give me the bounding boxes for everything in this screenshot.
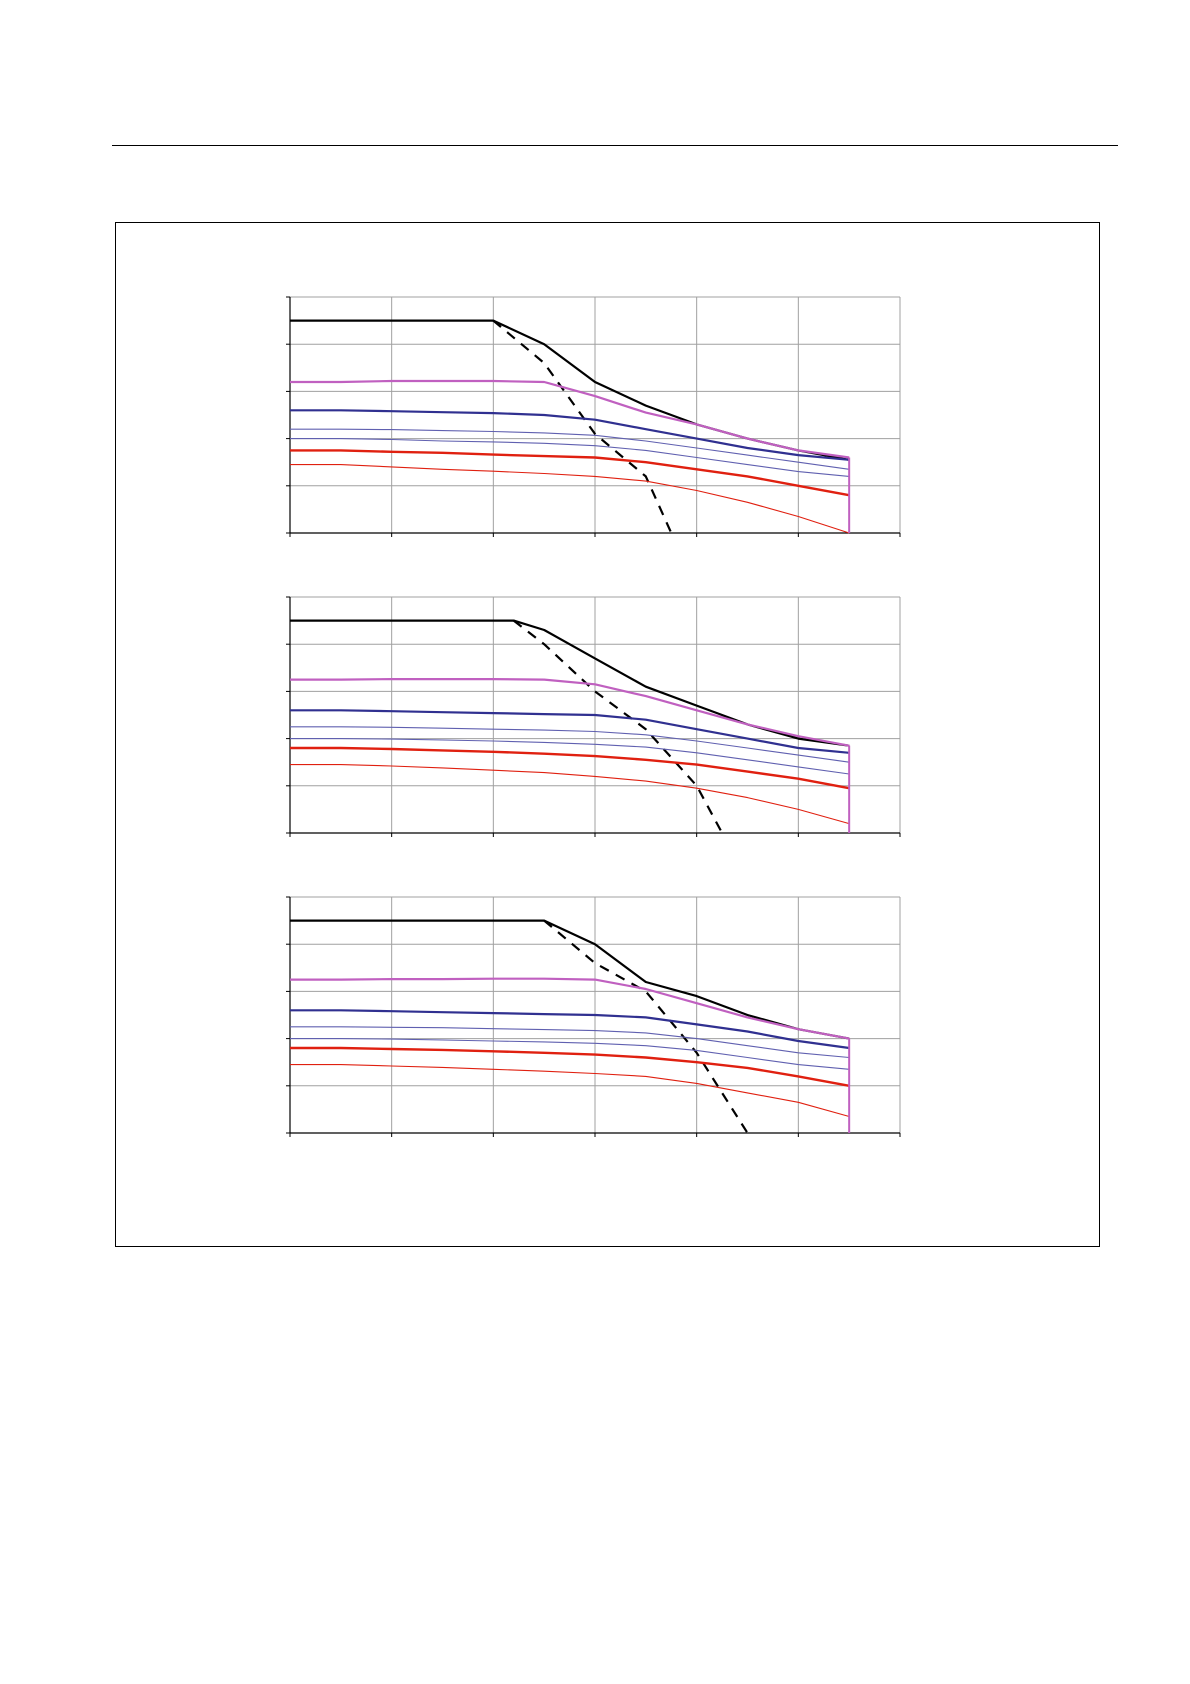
series-line-red-thin bbox=[290, 1064, 850, 1118]
series-line-black-dashed bbox=[543, 919, 749, 1134]
series-line-blue-thick bbox=[290, 1009, 850, 1050]
series-line-black-dashed bbox=[492, 319, 673, 534]
series-line-blue-thin bbox=[290, 428, 850, 470]
series-line-blue-thick bbox=[290, 409, 850, 461]
series-line-black-solid bbox=[290, 919, 850, 1040]
figure-frame bbox=[115, 222, 1100, 1247]
series-line-magenta bbox=[290, 677, 850, 747]
chart-3 bbox=[286, 896, 901, 1137]
series-line-black-dashed bbox=[513, 619, 724, 834]
series-line-magenta bbox=[290, 977, 850, 1040]
series-line-red-thick bbox=[290, 449, 850, 497]
series-line-magenta bbox=[290, 379, 850, 459]
series-line-red-thin bbox=[290, 764, 850, 825]
series-line-blue-thin bbox=[290, 1038, 850, 1070]
chart-2 bbox=[286, 596, 901, 837]
series-line-blue-thin bbox=[290, 726, 850, 763]
series-line-blue-thin bbox=[290, 438, 850, 477]
series-line-red-thick bbox=[290, 746, 850, 790]
series-line-blue-thin bbox=[290, 738, 850, 775]
series-line-red-thick bbox=[290, 1046, 850, 1087]
header-rule bbox=[112, 145, 1118, 146]
chart-1 bbox=[286, 296, 901, 537]
series-line-blue-thick bbox=[290, 709, 850, 754]
series-line-red-thin bbox=[290, 464, 850, 534]
series-line-blue-thin bbox=[290, 1026, 850, 1059]
